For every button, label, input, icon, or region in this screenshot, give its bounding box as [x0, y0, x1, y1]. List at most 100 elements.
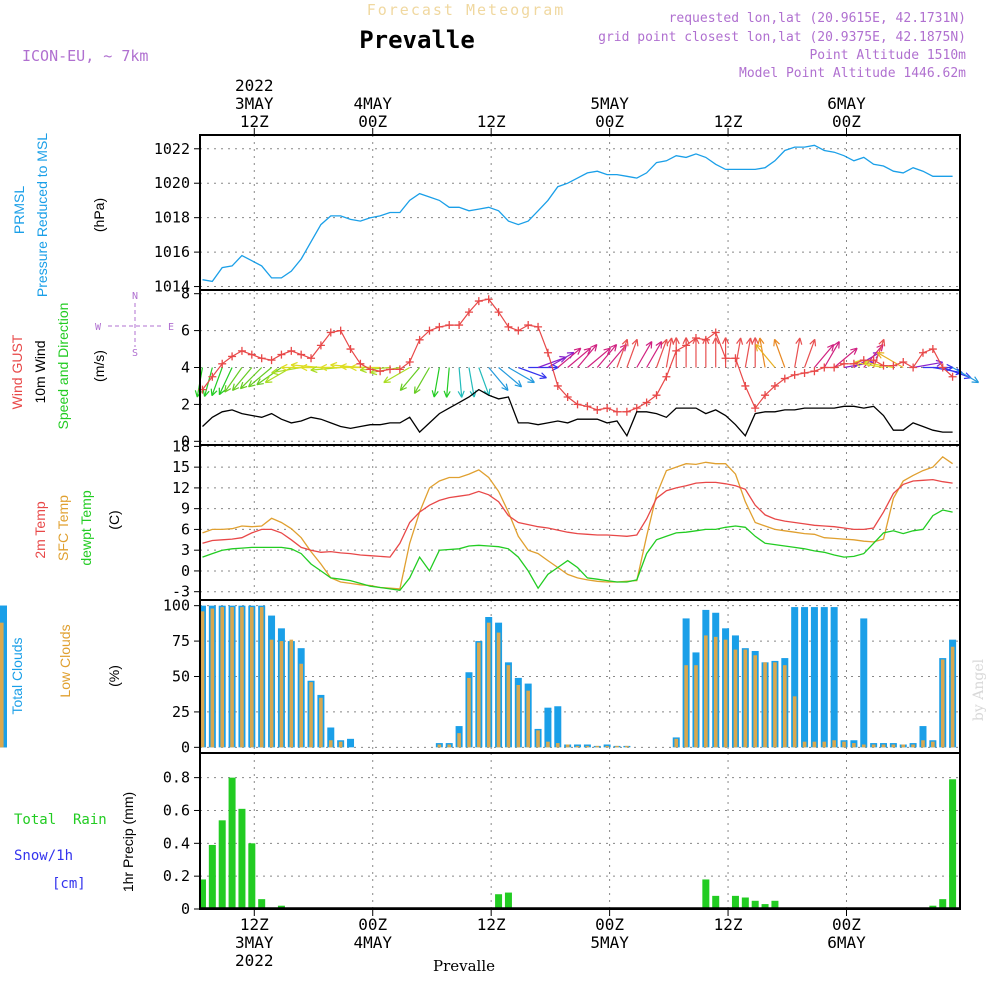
low-cloud-bar	[496, 632, 501, 748]
gust-marker	[751, 404, 760, 413]
temp-unit-label: (C)	[106, 510, 122, 529]
low-cloud-bar	[338, 741, 343, 748]
wind-arrow	[240, 367, 263, 390]
ytick-label: 6	[181, 322, 190, 340]
low-cloud-bar	[861, 744, 866, 748]
low-cloud-bar	[299, 663, 303, 748]
gust-marker	[563, 393, 572, 402]
wind-arrow-head	[300, 363, 308, 372]
wind-arrow	[399, 367, 421, 391]
wind-arrow-head	[413, 386, 421, 394]
gust-marker	[346, 345, 355, 354]
total-cloud-bar	[810, 607, 818, 748]
requested-coords: requested lon,lat (20.9615E, 42.1731N)	[669, 11, 966, 26]
wind-arrow-head	[349, 363, 357, 372]
low-cloud-bar	[0, 622, 4, 748]
low-cloud-bar	[240, 607, 244, 748]
low-cloud-bar	[250, 607, 254, 748]
gust-marker	[918, 348, 927, 357]
gust-marker	[909, 363, 918, 372]
bottom-time-label: 3MAY	[235, 933, 274, 952]
low-cloud-bar	[704, 635, 708, 748]
total-cloud-bar	[820, 607, 828, 748]
bottom-time-label: 6MAY	[827, 933, 866, 952]
wind-arrow-head	[239, 381, 248, 390]
wind-arrow	[488, 367, 509, 391]
bottom-time-label: 00Z	[595, 915, 624, 934]
wind-arrow-head	[655, 341, 663, 349]
ytick-label: 8	[181, 285, 190, 303]
gust-marker	[780, 374, 789, 383]
gust-marker	[326, 328, 335, 337]
wind-arrow	[468, 367, 475, 398]
gust-marker	[830, 363, 839, 372]
wind-arrow-head	[383, 376, 391, 384]
low-cloud-bar	[565, 744, 570, 748]
wind-arrow	[833, 347, 858, 368]
low-cloud-bar	[526, 690, 530, 748]
wind-gust-label: Wind GUST	[9, 334, 25, 409]
ytick-label: 0	[181, 562, 190, 580]
wind-arrow	[433, 367, 440, 398]
low-cloud-bar	[871, 744, 876, 748]
gust-marker	[869, 356, 878, 365]
gust-marker	[405, 357, 414, 366]
low-cloud-bar	[773, 662, 777, 748]
wind-arrow-head	[773, 338, 780, 347]
wind-arrow-head	[501, 383, 509, 392]
low-cloud-bar	[575, 745, 580, 748]
rain-bar	[504, 892, 512, 909]
rain-bar	[228, 777, 236, 909]
pressure-msl-label: Pressure Reduced to MSL	[34, 133, 50, 297]
wind-arrow-head	[809, 338, 817, 347]
low-cloud-bar	[674, 738, 679, 748]
gust-marker	[948, 372, 957, 381]
low-cloud-bar	[220, 607, 225, 748]
gust-marker	[208, 372, 217, 381]
wind-arrow-head	[359, 366, 367, 374]
low-cloud-bar	[595, 745, 600, 748]
low-cloud-bar	[753, 655, 757, 748]
wind-arrow-head	[645, 341, 653, 349]
bottom-time-label: 4MAY	[353, 933, 392, 952]
low-cloud-bar	[437, 744, 442, 748]
rain-bar	[238, 808, 246, 909]
pressure-line	[202, 144, 953, 283]
wind-arrow	[567, 347, 592, 368]
low-cloud-bar	[210, 608, 215, 748]
wind-arrow-head	[290, 361, 298, 369]
low-cloud-bar	[447, 744, 452, 748]
wind-arrow-head	[330, 361, 338, 369]
low-cloud-bar	[743, 649, 748, 748]
wind-arrow-head	[271, 368, 279, 376]
gust-marker	[425, 326, 434, 335]
precip-panel-labels: Total Rain Snow/1h [cm] 1hr Precip (mm)	[14, 792, 136, 892]
wind-arrow	[773, 339, 786, 368]
ytick-label: 0.8	[163, 769, 190, 787]
total-cloud-bar	[860, 618, 868, 748]
total-clouds-label: Total Clouds	[9, 637, 25, 714]
gust-marker	[228, 352, 237, 361]
wind-arrow-head	[431, 390, 439, 398]
low-cloud-bar	[457, 733, 461, 748]
wind-arrow-head	[443, 390, 451, 398]
temp-dew-label: dewpt Temp	[78, 490, 94, 565]
gust-marker	[247, 350, 256, 359]
gust-marker	[820, 363, 829, 372]
ytick-label: 15	[172, 458, 190, 476]
bottom-time-label: 12Z	[240, 915, 269, 934]
wind-arrow	[577, 344, 598, 368]
ytick-label: 1018	[154, 209, 190, 227]
top-time-label: 4MAY	[353, 94, 392, 113]
wind-arrow	[211, 367, 223, 396]
low-cloud-bar	[555, 743, 560, 748]
watermark: by Angel	[971, 658, 987, 721]
gust-marker	[731, 354, 740, 363]
gust-marker	[553, 381, 562, 390]
gust-marker	[316, 341, 325, 350]
compass-w: W	[95, 322, 102, 333]
top-time-label: 6MAY	[827, 94, 866, 113]
wind-arrow	[863, 361, 894, 369]
low-cloud-bar	[921, 740, 925, 748]
